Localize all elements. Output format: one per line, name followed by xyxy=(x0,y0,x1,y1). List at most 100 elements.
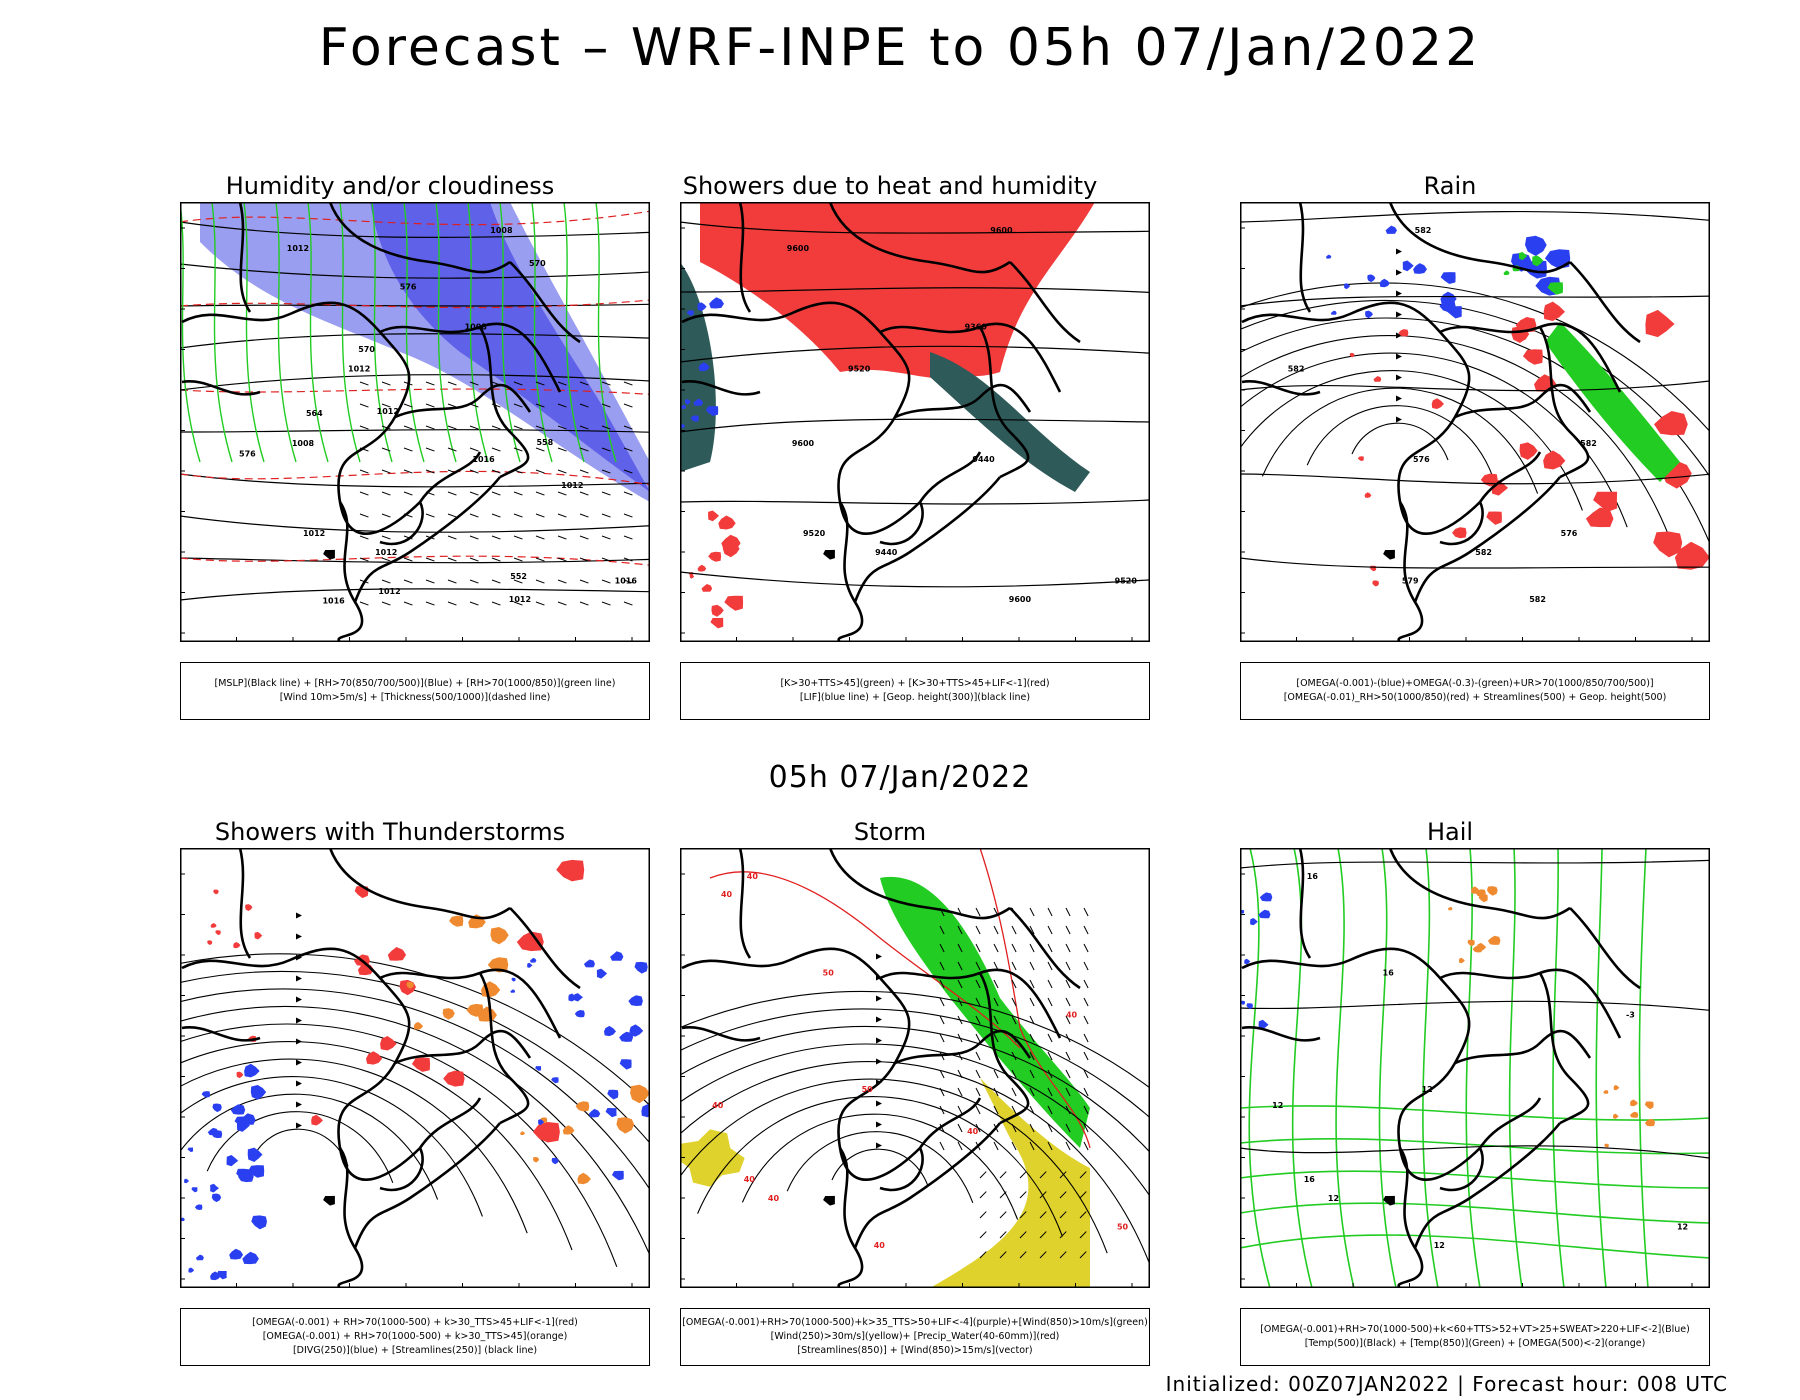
wind-vector xyxy=(557,491,567,496)
panel-title: Humidity and/or cloudiness xyxy=(225,172,555,200)
country-border xyxy=(337,501,364,642)
wind-vector xyxy=(425,469,435,474)
wind-vector xyxy=(1029,1033,1035,1043)
coastline xyxy=(853,476,1002,603)
wind-vector xyxy=(999,1231,1007,1239)
streamline xyxy=(1240,299,1710,479)
contour-label: 582 xyxy=(1415,226,1432,235)
country-border xyxy=(1009,261,1081,344)
rh-green-contour xyxy=(275,202,297,463)
streamline-arrow xyxy=(296,1122,302,1129)
wind-vector xyxy=(579,601,589,606)
contour-label: 40 xyxy=(768,1194,780,1203)
divg-blue-patch xyxy=(535,1066,541,1071)
streamline-arrow xyxy=(876,953,882,960)
country-border xyxy=(1241,947,1481,1181)
rain-blue-patch xyxy=(1402,260,1414,272)
wind-vector xyxy=(623,535,633,540)
wind-vector xyxy=(1011,997,1017,1007)
streamline-arrow xyxy=(296,933,302,940)
wind-vector xyxy=(491,535,501,540)
wind-vector xyxy=(381,381,391,386)
contour-label: 1008 xyxy=(465,322,488,331)
contour-label: 1012 xyxy=(303,529,325,538)
wind-vector xyxy=(469,425,479,430)
wind-vector xyxy=(1083,1051,1089,1061)
wind-vector xyxy=(1029,925,1035,935)
rain-green-patch xyxy=(1503,270,1510,276)
divg-blue-patch xyxy=(201,1091,210,1098)
country-border xyxy=(681,301,921,535)
thunder-red-patch xyxy=(213,889,219,895)
caption-hail: [OMEGA(-0.001)+RH>70(1000-500)+k<60+TTS>… xyxy=(1240,1308,1710,1366)
hail-blue-patch xyxy=(1259,892,1273,902)
wind-vector xyxy=(513,491,523,496)
streamline-arrow xyxy=(296,1101,302,1108)
country-border xyxy=(418,451,482,503)
wind-vector xyxy=(557,403,567,408)
wind-vector xyxy=(999,1251,1007,1259)
map-frame xyxy=(1240,848,1710,1288)
wind-vector xyxy=(1029,1015,1035,1025)
wind-vector xyxy=(1083,925,1089,935)
streamline-arrow xyxy=(296,996,302,1003)
streamline-arrow xyxy=(876,1142,882,1149)
hail-blue-patch xyxy=(1250,918,1258,926)
wind-vector xyxy=(993,1033,999,1043)
contour-line xyxy=(680,345,1150,363)
wind-vector xyxy=(535,469,545,474)
showers-red-patch xyxy=(701,584,713,592)
rh-green-contour xyxy=(243,202,265,463)
coastline xyxy=(353,476,502,603)
contour-label: 576 xyxy=(1561,529,1578,538)
contour-label: 12 xyxy=(1434,1241,1445,1250)
wind-vector xyxy=(1011,1069,1017,1079)
divg-blue-patch xyxy=(216,1270,227,1280)
panel-title: Showers with Thunderstorms xyxy=(214,818,566,846)
streamline-arrow xyxy=(1396,311,1402,318)
streamline xyxy=(697,1096,1063,1237)
thunder-orange-patch xyxy=(630,1084,650,1104)
wind-vector xyxy=(1059,1231,1067,1239)
wind-vector xyxy=(1011,1015,1017,1025)
thunder-red-patch xyxy=(532,1122,560,1143)
wind-vector xyxy=(579,447,589,452)
streamline xyxy=(180,1093,439,1200)
wind-vector xyxy=(993,943,999,953)
streamline xyxy=(680,1078,1108,1254)
thunder-red-patch xyxy=(233,942,241,949)
country-border xyxy=(918,451,982,503)
contour-label: 1012 xyxy=(509,595,531,604)
wind-vector xyxy=(1083,1141,1089,1151)
divg-blue-patch xyxy=(568,993,577,1002)
country-border xyxy=(1298,848,1312,959)
wind-vector xyxy=(403,557,413,562)
wind-vector xyxy=(1047,997,1053,1007)
contour-line xyxy=(180,515,650,533)
country-border xyxy=(478,326,530,479)
country-border xyxy=(328,202,511,274)
rain-blue-patch xyxy=(1367,274,1376,283)
caption-line: [DIVG(250)](blue) + [Streamlines(250)] (… xyxy=(292,1345,538,1356)
wind-vector xyxy=(1029,1069,1035,1079)
streamline xyxy=(180,1041,573,1251)
wind-vector xyxy=(425,557,435,562)
wind-vector xyxy=(1047,925,1053,935)
divg-blue-patch xyxy=(211,1193,222,1203)
showers-red-patch xyxy=(708,510,719,522)
thunder-orange-patch xyxy=(490,927,509,945)
wind-vector xyxy=(1059,1211,1067,1219)
contour-label: 40 xyxy=(721,890,733,899)
wind-vector xyxy=(1065,925,1071,935)
hail-blue-patch xyxy=(1258,909,1271,919)
lif-blue-patch xyxy=(690,415,699,422)
panel-title: Showers due to heat and humidity xyxy=(682,172,1098,200)
country-border xyxy=(181,301,421,535)
thunder-orange-patch xyxy=(562,1125,575,1135)
divg-blue-patch xyxy=(634,961,648,974)
thunder-red-patch xyxy=(443,1070,465,1087)
wind-vector xyxy=(1039,1171,1047,1179)
divg-blue-patch xyxy=(574,993,583,1002)
wind-vector xyxy=(993,1141,999,1151)
country-border xyxy=(1241,301,1481,535)
